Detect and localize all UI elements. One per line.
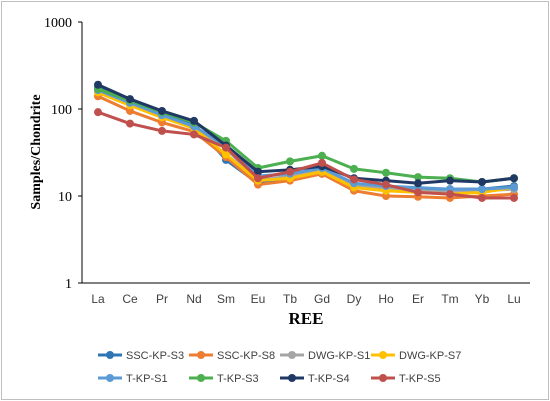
legend-item: T-KP-S5 (371, 373, 441, 385)
legend-swatch-marker (106, 351, 114, 359)
legend-swatch-marker (379, 374, 387, 382)
legend-item: DWG-KP-S1 (280, 350, 370, 362)
legend-swatch-marker (197, 374, 205, 382)
chart-legend: SSC-KP-S3 SSC-KP-S8 DWG-KP-S1 DWG-KP-S7 T-KP… (98, 350, 461, 385)
data-point (414, 173, 422, 182)
data-point (446, 190, 454, 199)
x-tick-label: Yb (475, 292, 490, 306)
x-tick-label: Gd (314, 292, 330, 306)
x-tick-label: Lu (507, 292, 520, 306)
data-point (158, 106, 166, 115)
y-tick-label: 10 (58, 190, 72, 205)
x-tick-label: Ho (378, 292, 394, 306)
legend-item: SSC-KP-S3 (98, 350, 184, 362)
x-tick-label: La (91, 292, 105, 306)
data-point (318, 158, 326, 167)
data-point (510, 183, 518, 192)
x-tick-label: Tm (441, 292, 458, 306)
legend-label: DWG-KP-S1 (308, 350, 370, 362)
legend-swatch-marker (288, 374, 296, 382)
legend-label: T-KP-S1 (126, 373, 168, 385)
x-tick-label: Eu (251, 292, 266, 306)
series-T-KP-S5 (94, 108, 518, 202)
legend-item: T-KP-S3 (189, 373, 259, 385)
legend-item: SSC-KP-S8 (189, 350, 275, 362)
legend-swatch-marker (106, 374, 114, 382)
x-tick-labels: La Ce Pr Nd Sm Eu Tb Gd Dy Ho Er Tm Yb Lu (91, 292, 520, 306)
data-point (478, 177, 486, 186)
data-point (382, 180, 390, 189)
legend-label: SSC-KP-S8 (217, 350, 275, 362)
legend-swatch-marker (379, 351, 387, 359)
data-point (350, 164, 358, 173)
data-point (414, 179, 422, 188)
data-point (222, 143, 230, 152)
x-tick-label: Ce (122, 292, 138, 306)
data-point (510, 193, 518, 202)
data-point (94, 108, 102, 117)
y-tick-label: 1000 (44, 16, 72, 31)
legend-swatch-marker (197, 351, 205, 359)
y-axis-title: Samples/Chondrite (29, 94, 44, 209)
data-point (478, 185, 486, 194)
legend-label: SSC-KP-S3 (126, 350, 184, 362)
data-point (254, 167, 262, 176)
x-tick-label: Nd (186, 292, 201, 306)
legend-label: T-KP-S4 (308, 373, 350, 385)
series-line (97, 110, 514, 200)
legend-label: DWG-KP-S7 (399, 350, 461, 362)
series-line (97, 94, 515, 200)
data-point (190, 130, 198, 139)
data-point (382, 168, 390, 177)
y-tick-label: 100 (51, 103, 72, 118)
data-point (126, 119, 134, 128)
legend-item: DWG-KP-S7 (371, 350, 461, 362)
data-point (446, 176, 454, 185)
series-line (97, 88, 515, 191)
legend-label: T-KP-S3 (217, 373, 259, 385)
data-point (126, 106, 134, 115)
x-tick-label: Tb (283, 292, 297, 306)
x-tick-label: Pr (156, 292, 168, 306)
data-point (350, 175, 358, 184)
data-point (510, 174, 518, 183)
x-tick-label: Er (412, 292, 424, 306)
data-point (286, 157, 294, 166)
data-point (94, 80, 102, 89)
data-point (254, 174, 262, 183)
y-tick-labels: 1 10 100 1000 (44, 16, 82, 292)
legend-item: T-KP-S1 (98, 373, 168, 385)
x-tick-label: Sm (217, 292, 235, 306)
legend-swatch-marker (288, 351, 296, 359)
data-point (414, 188, 422, 197)
data-point (478, 193, 486, 202)
legend-label: T-KP-S5 (399, 373, 441, 385)
x-axis-title: REE (289, 309, 324, 328)
legend-item: T-KP-S4 (280, 373, 350, 385)
data-point (126, 95, 134, 104)
data-point (318, 151, 326, 160)
x-tick-label: Dy (347, 292, 362, 306)
series-lines (94, 80, 518, 202)
data-point (222, 150, 230, 159)
data-point (286, 167, 294, 176)
y-tick-label: 1 (65, 277, 72, 292)
data-point (158, 126, 166, 135)
plot-axes (81, 22, 530, 284)
data-point (190, 116, 198, 125)
